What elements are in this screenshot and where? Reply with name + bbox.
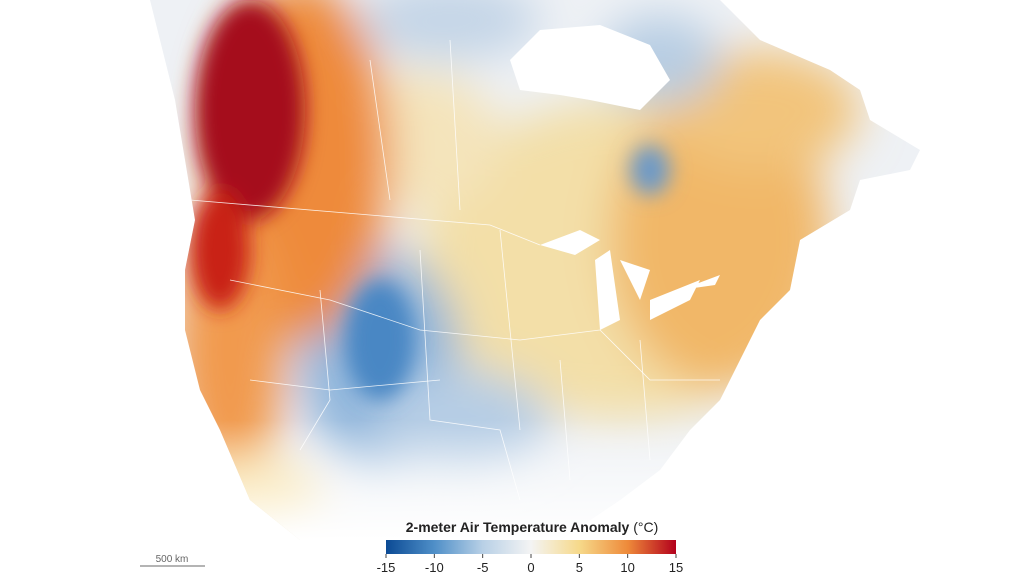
scale-bar: 500 km	[140, 554, 205, 567]
tick-label: 10	[620, 560, 634, 575]
legend-title-text: 2-meter Air Temperature Anomaly	[406, 519, 630, 535]
tick-label: 15	[669, 560, 683, 575]
tick-label: 0	[527, 560, 534, 575]
tick-label: 5	[576, 560, 583, 575]
legend-unit: (°C)	[633, 519, 658, 535]
colorbar	[386, 540, 676, 554]
boundaries	[189, 39, 720, 501]
scale-label: 500 km	[156, 554, 189, 565]
tick-label: -15	[377, 560, 396, 575]
legend-title: 2-meter Air Temperature Anomaly (°C)	[406, 519, 659, 535]
legend: 2-meter Air Temperature Anomaly (°C) -15…	[377, 519, 684, 575]
tick-label: -5	[477, 560, 489, 575]
tick-label: -10	[425, 560, 444, 575]
